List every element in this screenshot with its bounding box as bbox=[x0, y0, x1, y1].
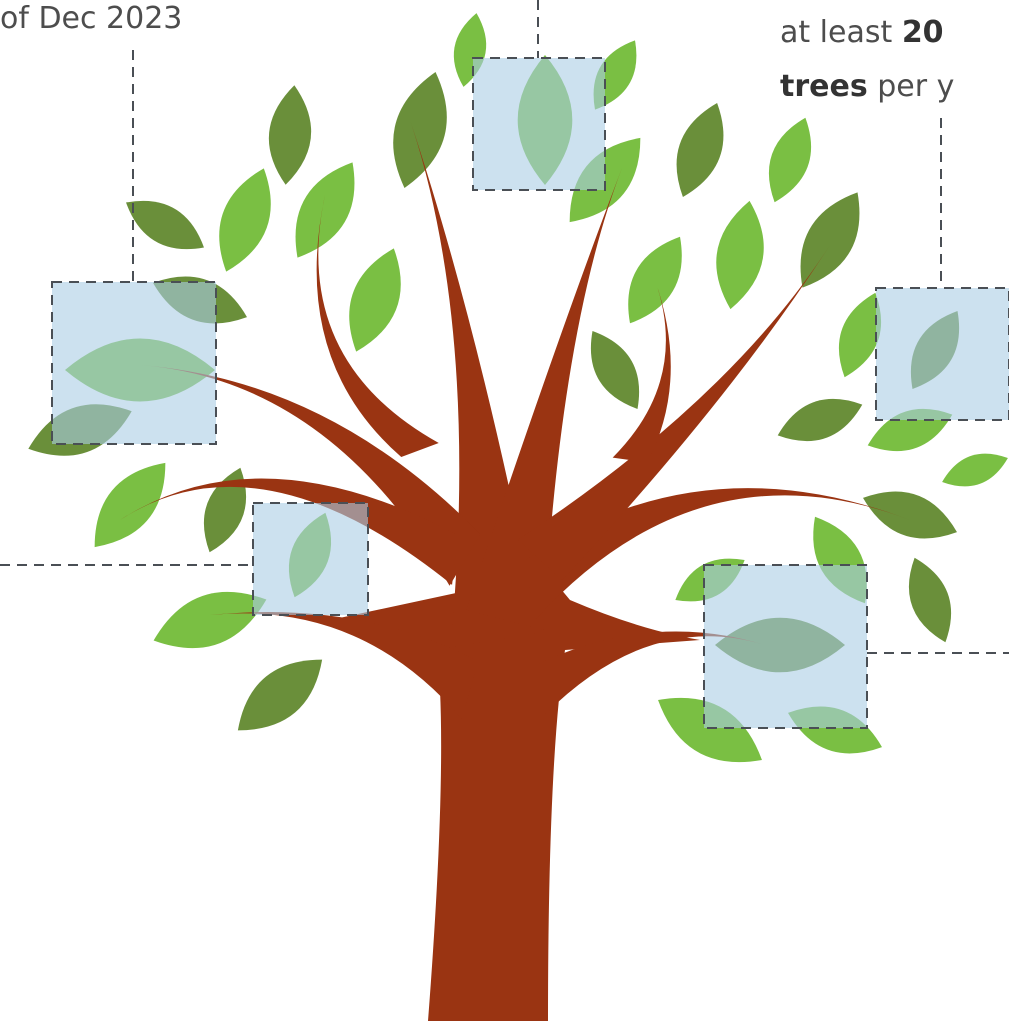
leaf bbox=[757, 111, 823, 209]
branch bbox=[518, 245, 830, 580]
leaf bbox=[77, 448, 183, 562]
leaf bbox=[576, 322, 654, 419]
leaf bbox=[708, 197, 773, 313]
leaf bbox=[663, 96, 737, 204]
leaf bbox=[223, 642, 337, 748]
leaf bbox=[856, 478, 964, 552]
highlight-box bbox=[876, 288, 1009, 420]
leaf bbox=[771, 387, 869, 453]
annotation: trees per y bbox=[780, 69, 954, 104]
annotation-bold: trees bbox=[780, 69, 868, 104]
leaf bbox=[897, 551, 963, 649]
leaf bbox=[782, 181, 877, 299]
leaf bbox=[380, 66, 460, 195]
leaf bbox=[937, 444, 1009, 496]
leaf bbox=[204, 160, 285, 279]
highlight-box bbox=[473, 58, 605, 190]
tree-infographic: of Dec 2023 at least 20 trees per y bbox=[0, 0, 1009, 1021]
annotation-text: per y bbox=[877, 69, 954, 104]
leaf bbox=[192, 461, 258, 559]
highlight-box bbox=[52, 282, 216, 444]
leaf bbox=[334, 240, 415, 359]
annotation-text: at least bbox=[780, 15, 892, 50]
annotation: at least 20 bbox=[780, 15, 944, 50]
annotation: of Dec 2023 bbox=[0, 1, 182, 36]
annotation-bold: 20 bbox=[902, 15, 944, 50]
page: of Dec 2023 at least 20 trees per y (() … bbox=[0, 0, 1009, 1021]
leaf bbox=[117, 186, 214, 264]
highlight-box bbox=[253, 503, 368, 615]
highlight-box bbox=[704, 565, 867, 728]
leaf bbox=[265, 83, 316, 186]
